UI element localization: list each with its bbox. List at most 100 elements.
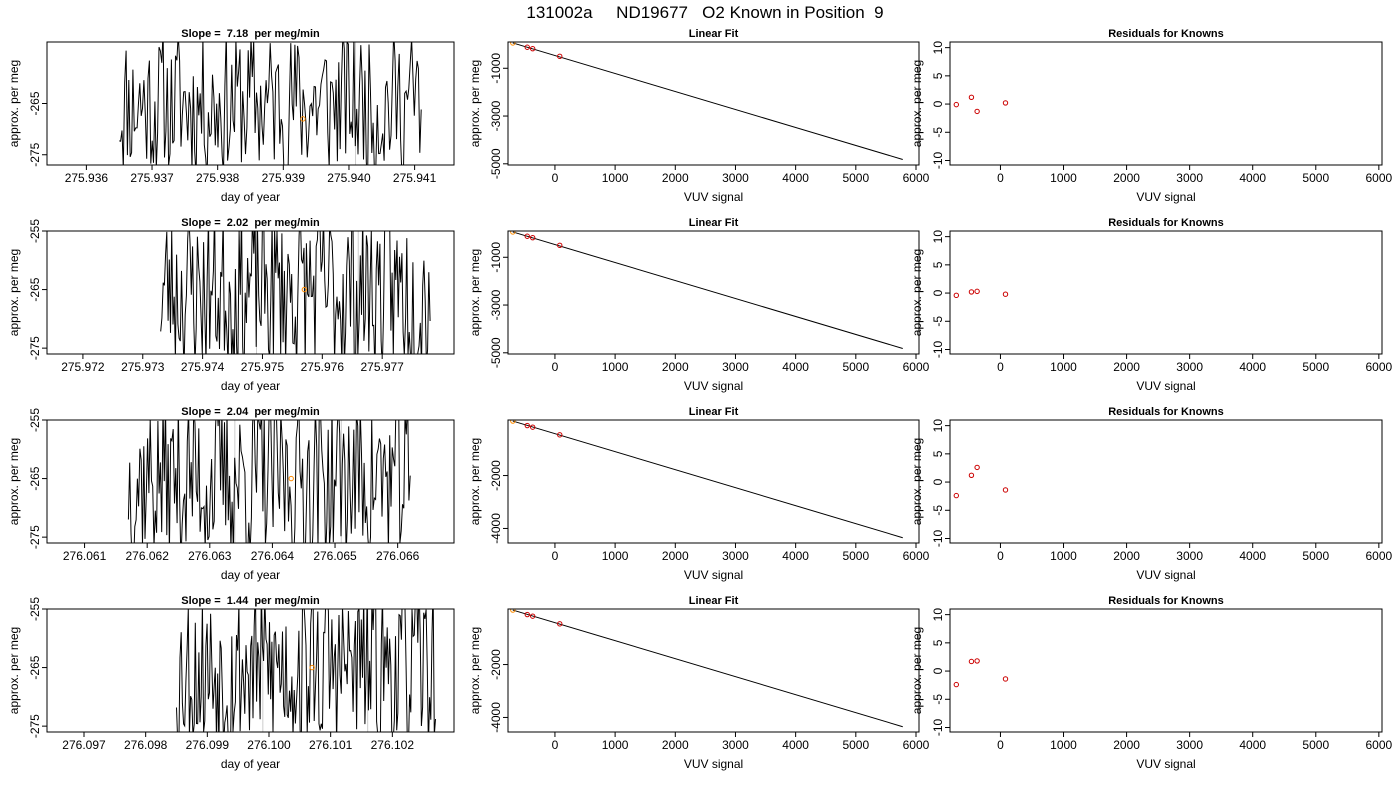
x-tick-label: 276.102	[371, 738, 415, 752]
y-axis-label: approx. per meg	[7, 627, 21, 714]
y-tick-label: -2000	[489, 460, 503, 491]
plot-frame	[949, 41, 1383, 166]
x-axis-label: VUV signal	[684, 757, 743, 771]
panel-title: Linear Fit	[689, 406, 739, 418]
known-point	[557, 621, 563, 627]
x-axis-label: VUV signal	[1136, 190, 1195, 204]
panel-title: Linear Fit	[689, 217, 739, 229]
x-tick-label: 6000	[903, 549, 930, 563]
plot-area	[953, 658, 1009, 688]
x-tick-label: 2000	[662, 549, 689, 563]
x-tick-label: 276.097	[62, 738, 106, 752]
x-axis-label: day of year	[221, 379, 280, 393]
y-axis-label: approx. per meg	[468, 60, 482, 147]
x-axis-label: VUV signal	[684, 379, 743, 393]
y-tick-label: -5	[931, 316, 945, 327]
x-tick-label: 2000	[662, 738, 689, 752]
known-point	[524, 422, 530, 429]
series-line	[176, 609, 436, 732]
x-tick-label: 3000	[722, 738, 749, 752]
x-tick-label: 4000	[1239, 549, 1266, 563]
fit-line	[512, 609, 903, 728]
panel-title: Residuals for Knowns	[1108, 595, 1224, 607]
y-axis-label: approx. per meg	[468, 438, 482, 525]
row-4: Slope = 1.44 per meg/min 276.097 276.098 27…	[7, 595, 1393, 771]
residual-point	[953, 681, 960, 688]
y-tick-label: -10	[931, 151, 945, 169]
panel-title: Slope = 1.44 per meg/min	[181, 595, 320, 607]
x-axis-label: VUV signal	[684, 568, 743, 582]
residuals-panel: Residuals for Knowns 0 1000 2000 3000 4000 500…	[910, 595, 1393, 771]
x-tick-label: 6000	[1365, 738, 1392, 752]
residual-point	[974, 108, 980, 115]
y-tick-label: -2000	[489, 649, 503, 680]
row-2: Slope = 2.02 per meg/min 275.972 275.973 27…	[7, 217, 1393, 393]
residual-point	[1002, 487, 1009, 493]
residual-point	[1002, 676, 1009, 682]
panel-grid: Slope = 7.18 per meg/min 275.936 275.937 27…	[7, 28, 1393, 771]
plot-frame	[46, 608, 455, 733]
figure-title: 131002a ND19677 O2 Known in Position 9	[526, 3, 883, 22]
x-tick-label: 2000	[1113, 360, 1140, 374]
y-tick-label: -275	[28, 336, 42, 360]
x-tick-label: 2000	[662, 360, 689, 374]
plot-area	[127, 420, 411, 543]
plot-frame	[507, 419, 920, 544]
y-tick-label: -275	[28, 142, 42, 166]
y-tick-label: -3000	[489, 289, 503, 320]
known-point	[557, 432, 563, 438]
x-tick-label: 275.936	[65, 171, 109, 185]
panel-title: Slope = 7.18 per meg/min	[181, 28, 320, 40]
x-tick-label: 4000	[782, 360, 809, 374]
panel-title: Residuals for Knowns	[1108, 217, 1224, 229]
residuals-panel: Residuals for Knowns 0 1000 2000 3000 4000 500…	[910, 406, 1393, 582]
x-tick-label: 1000	[1050, 360, 1077, 374]
known-point	[529, 424, 536, 430]
series-line	[119, 42, 422, 165]
current-point	[510, 231, 516, 235]
y-tick-label: -255	[28, 597, 42, 621]
residual-point	[968, 472, 975, 478]
y-tick-label: 10	[931, 41, 945, 55]
x-tick-label: 275.974	[181, 360, 225, 374]
x-axis-label: VUV signal	[1136, 568, 1195, 582]
residual-point	[974, 464, 980, 471]
x-tick-label: 0	[997, 360, 1004, 374]
series-line	[160, 231, 431, 354]
x-tick-label: 0	[997, 549, 1004, 563]
x-tick-label: 1000	[602, 171, 629, 185]
x-tick-label: 275.972	[61, 360, 105, 374]
y-tick-label: 0	[931, 478, 945, 485]
residual-point	[953, 101, 960, 108]
plot-area	[119, 42, 422, 165]
residual-point	[968, 94, 975, 100]
plot-area	[510, 420, 903, 539]
x-tick-label: 3000	[1176, 171, 1203, 185]
panel-title: Slope = 2.04 per meg/min	[181, 406, 320, 418]
x-axis-label: day of year	[221, 568, 280, 582]
x-tick-label: 276.062	[125, 549, 169, 563]
residuals-panel: Residuals for Knowns 0 1000 2000 3000 4000 500…	[910, 217, 1393, 393]
y-axis-label: approx. per meg	[910, 249, 924, 336]
plot-area	[953, 464, 1009, 499]
residual-point	[974, 658, 980, 664]
x-tick-label: 1000	[1050, 171, 1077, 185]
known-point	[524, 233, 530, 239]
x-tick-label: 0	[552, 171, 559, 185]
x-tick-label: 275.941	[393, 171, 437, 185]
x-tick-label: 5000	[842, 738, 869, 752]
panel-title: Linear Fit	[689, 595, 739, 607]
x-tick-label: 276.101	[309, 738, 353, 752]
plot-frame	[949, 419, 1383, 544]
plot-area	[160, 231, 431, 354]
fit-panel: Linear Fit 0 1000 2000 3000 4000 5000 6000 -1000…	[468, 217, 930, 393]
x-tick-label: 1000	[1050, 549, 1077, 563]
x-tick-label: 5000	[1302, 738, 1329, 752]
plot-frame	[507, 608, 920, 733]
y-tick-label: -5	[931, 505, 945, 516]
x-tick-label: 275.973	[121, 360, 165, 374]
x-tick-label: 5000	[842, 360, 869, 374]
y-tick-label: 0	[931, 289, 945, 296]
y-tick-label: -4000	[489, 513, 503, 544]
y-axis-label: approx. per meg	[910, 438, 924, 525]
